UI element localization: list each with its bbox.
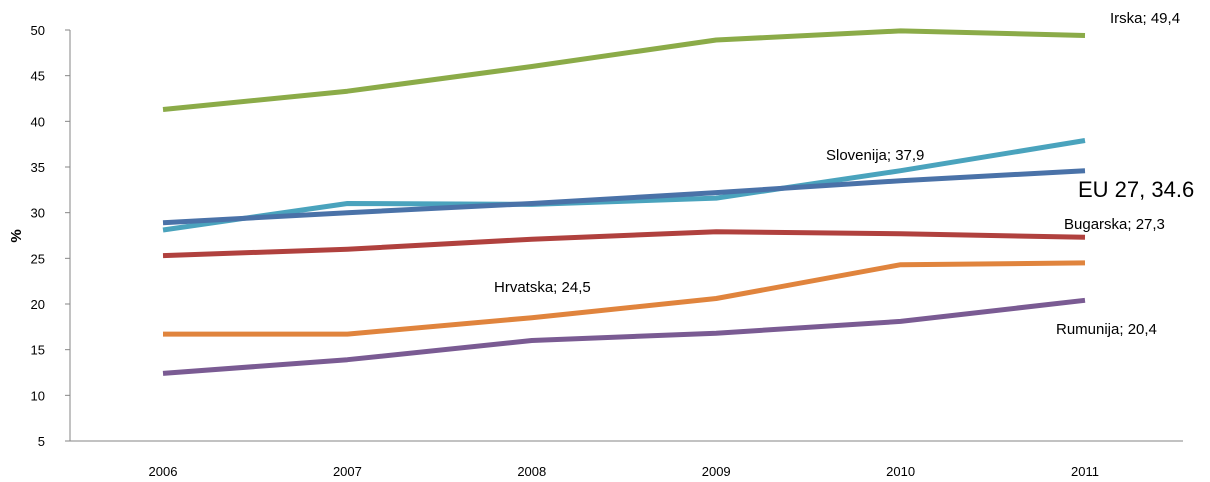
x-tick-label: 2011 [1071,464,1099,479]
data-label-irska: Irska; 49,4 [1110,10,1180,27]
y-tick-label: 50 [31,23,45,38]
y-tick-label: 20 [31,297,45,312]
y-tick-label: 5 [38,434,45,449]
y-tick-label: 35 [31,160,45,175]
data-label-rumunija: Rumunija; 20,4 [1056,321,1157,338]
y-tick-label: 15 [31,343,45,358]
series-line-slovenija [162,138,1086,233]
data-label-eu-27: EU 27, 34.6 [1078,177,1194,202]
chart-axes: 5 10 15 20 25 30 35 40 45 50 2006 2007 2008 2009 2010 2… [8,23,1183,479]
x-tick-label: 2009 [702,464,731,479]
data-label-slovenija: Slovenija; 37,9 [826,147,924,164]
x-tick-label: 2010 [886,464,915,479]
series-line-bugarska [162,229,1086,259]
y-axis-label: % [8,229,25,242]
data-label-hrvatska: Hrvatska; 24,5 [494,279,591,296]
series-line-rumunija [162,297,1086,376]
y-tick-label: 25 [31,251,45,266]
y-tick-label: 10 [31,388,45,403]
series-layer [162,28,1086,376]
series-line-eu-27 [162,168,1086,226]
series-line-irska [162,28,1086,112]
y-tick-label: 45 [31,69,45,84]
x-tick-label: 2008 [517,464,546,479]
x-tick-label: 2007 [333,464,362,479]
annotation-layer: Irska; 49,4 Slovenija; 37,9 EU 27, 34.6 Bug… [494,10,1194,338]
y-tick-label: 40 [31,114,45,129]
y-tick-label: 30 [31,206,45,221]
data-label-bugarska: Bugarska; 27,3 [1064,216,1165,233]
series-line-hrvatska [163,260,1086,337]
x-tick-label: 2006 [149,464,178,479]
